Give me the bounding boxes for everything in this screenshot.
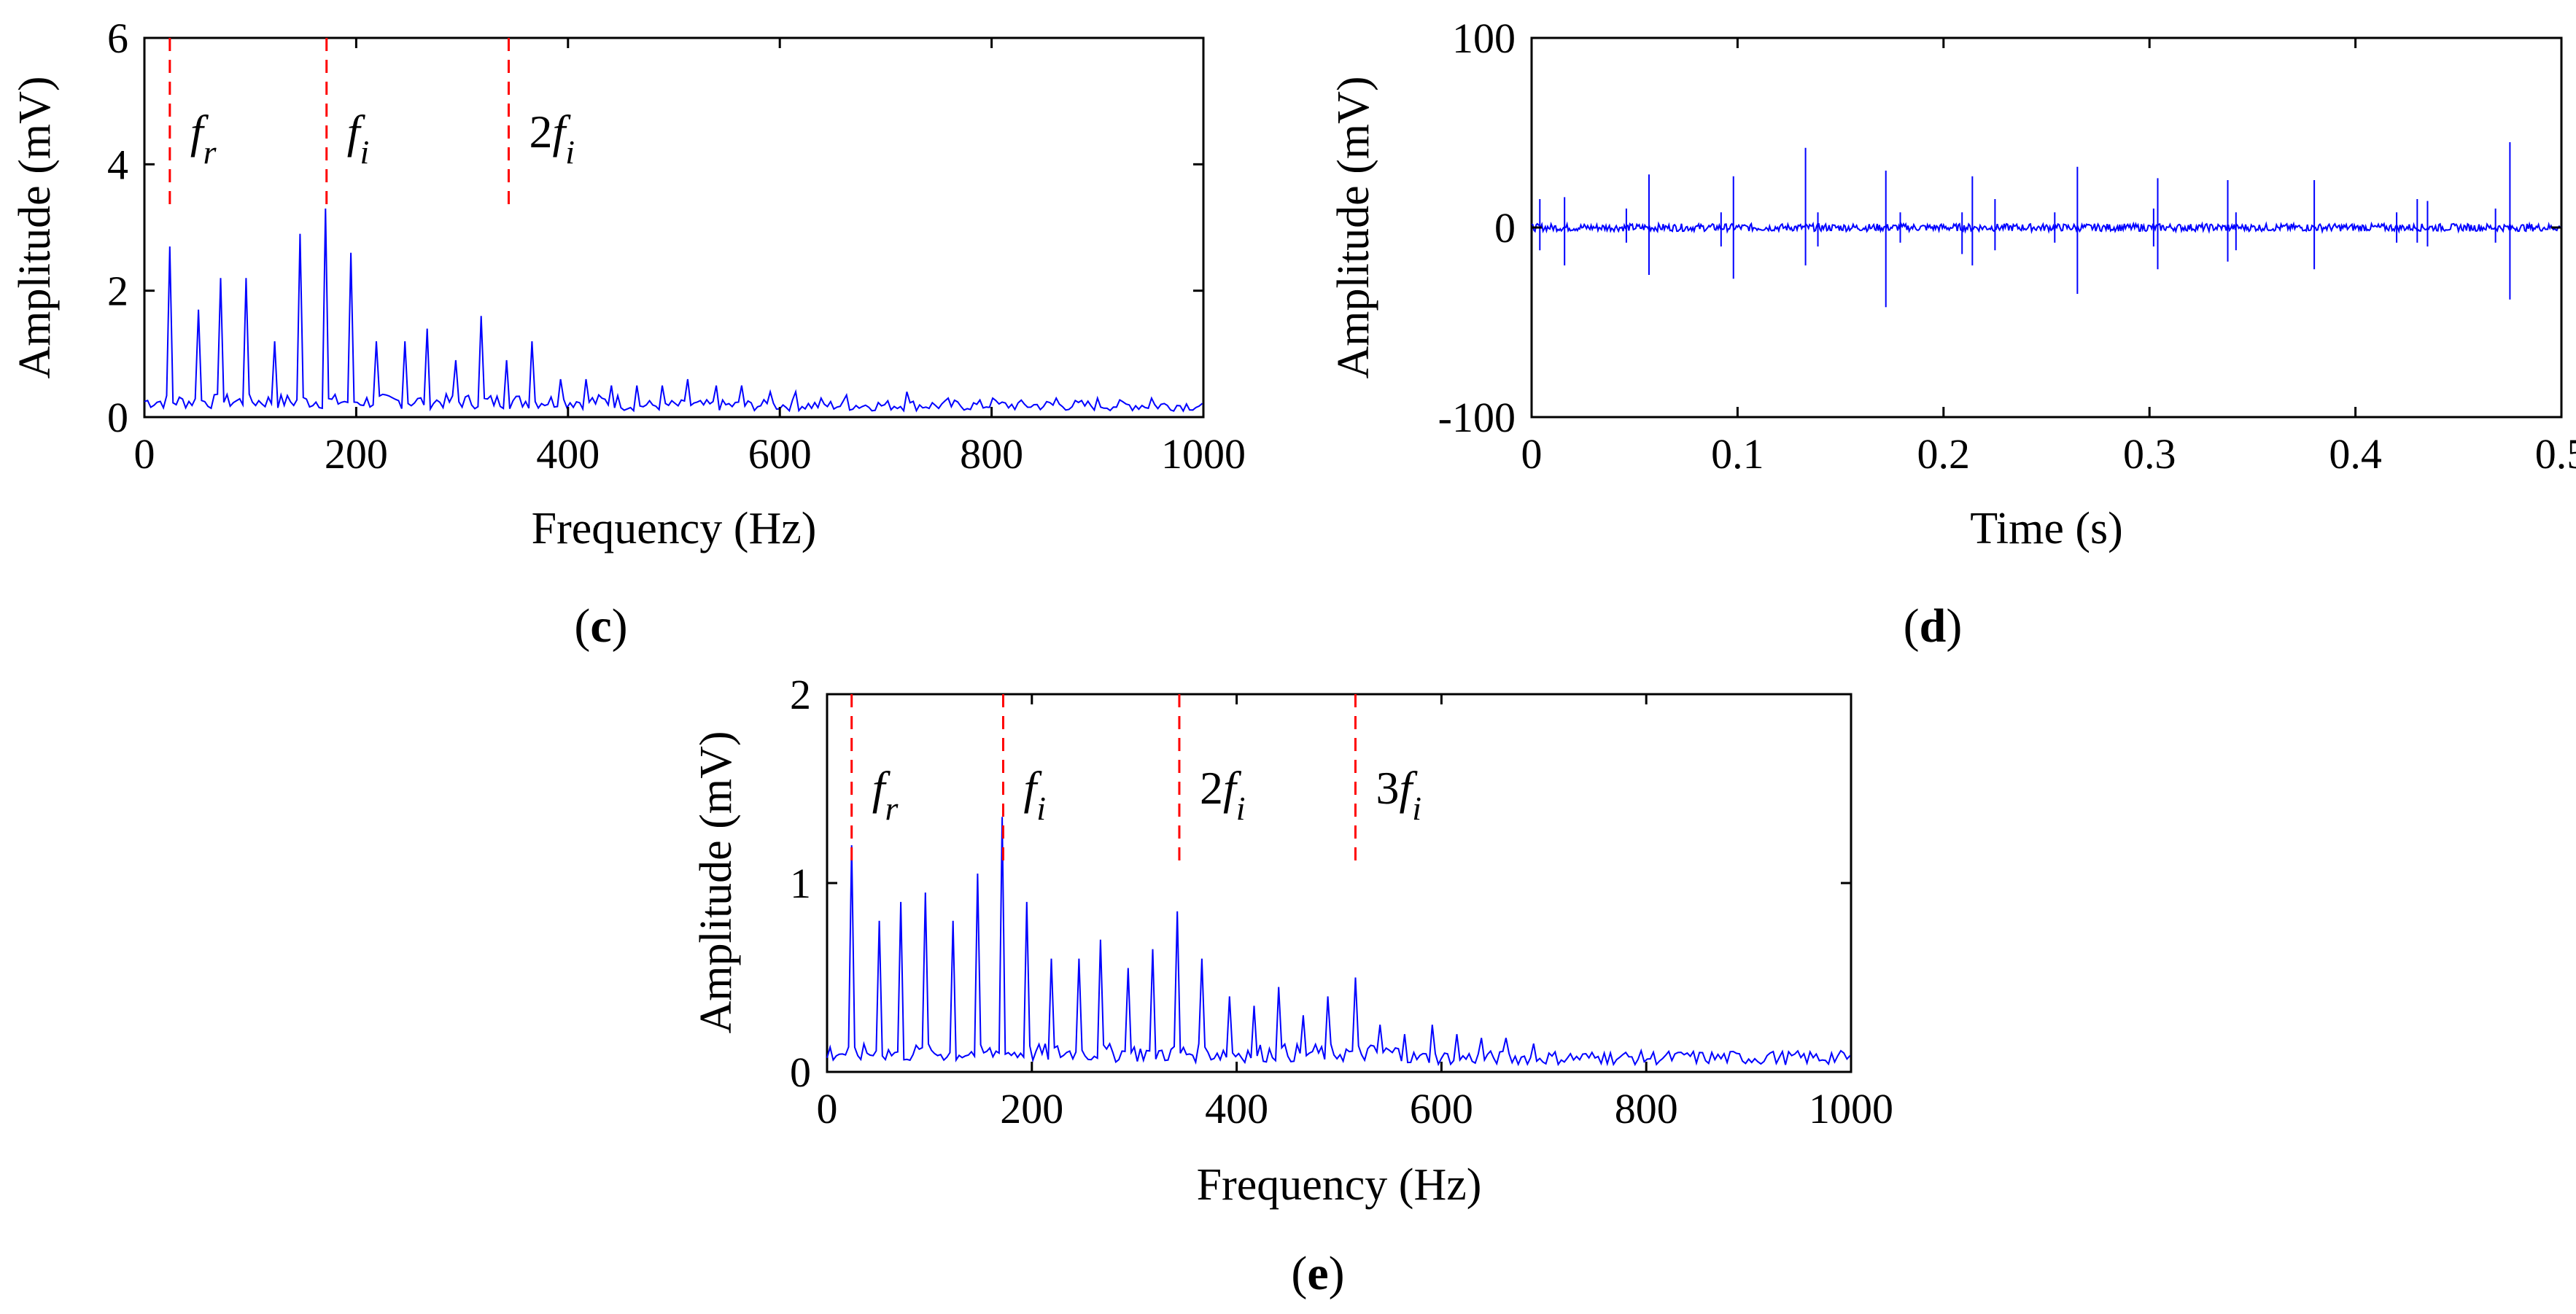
panel-label-d: (d) [1904, 599, 1963, 653]
marker-label-prefix: 2 [529, 106, 552, 158]
x-axis-label: Frequency (Hz) [1197, 1160, 1482, 1210]
x-tick-label: 0 [134, 430, 155, 478]
y-tick-label: -100 [1438, 394, 1516, 441]
y-tick-label: 4 [107, 141, 128, 188]
marker-label: fr [190, 106, 217, 171]
marker-label: fi [347, 106, 370, 171]
marker-label: 2fi [529, 106, 575, 171]
marker-lines: fr fi 2fi [168, 38, 575, 209]
panel-e: fr fi 2fi 3fi 0 200 400 600 800 1000 0 1 2 Frequen… [691, 671, 1893, 1300]
x-tick-label: 800 [960, 430, 1023, 478]
x-ticks: 0 200 400 600 800 1000 [134, 38, 1246, 478]
x-tick-label: 0.4 [2329, 430, 2382, 478]
impulse-lines [1539, 142, 2511, 308]
y-tick-label: 1 [790, 860, 811, 907]
marker-label-prefix: 2 [1200, 762, 1223, 814]
x-tick-label: 600 [748, 430, 812, 478]
y-tick-label: 0 [790, 1049, 811, 1096]
y-axis-label: Amplitude (mV) [10, 77, 60, 379]
y-tick-label: 2 [790, 671, 811, 718]
marker-label: fi [1023, 762, 1046, 827]
x-tick-label: 0.1 [1711, 430, 1764, 478]
x-tick-label: 0.3 [2123, 430, 2176, 478]
marker-label: 3fi [1376, 762, 1421, 827]
y-tick-label: 0 [1494, 204, 1516, 252]
marker-label-prefix: 3 [1376, 762, 1399, 814]
y-tick-label: 100 [1452, 15, 1516, 62]
x-tick-label: 200 [325, 430, 388, 478]
x-ticks: 0 200 400 600 800 1000 [817, 694, 1893, 1132]
x-tick-label: 400 [536, 430, 600, 478]
marker-label-sub: i [1236, 790, 1246, 827]
x-tick-label: 200 [1000, 1085, 1063, 1132]
panel-label-c: (c) [574, 599, 627, 653]
y-ticks: 0 1 2 [790, 671, 1851, 1096]
marker-label-sub: r [203, 133, 217, 171]
y-ticks: 0 2 4 6 [107, 15, 1203, 441]
x-tick-label: 800 [1615, 1085, 1678, 1132]
marker-label-sub: i [1412, 790, 1421, 827]
signal-line [1531, 221, 2562, 234]
spectrum-line [826, 817, 1851, 1067]
x-tick-label: 400 [1205, 1085, 1268, 1132]
x-tick-label: 600 [1410, 1085, 1473, 1132]
panel-label-e: (e) [1291, 1247, 1344, 1300]
y-axis-label: Amplitude (mV) [691, 731, 741, 1034]
x-ticks: 0 0.1 0.2 0.3 0.4 0.5 [1521, 38, 2576, 478]
x-tick-label: 0.2 [1917, 430, 1971, 478]
x-axis-label: Time (s) [1970, 504, 2123, 553]
x-tick-label: 0 [817, 1085, 838, 1132]
x-tick-label: 0.5 [2535, 430, 2576, 478]
axes-frame [143, 36, 1205, 419]
y-tick-label: 0 [107, 394, 128, 441]
y-tick-label: 2 [107, 268, 128, 315]
y-ticks: -100 0 100 [1438, 15, 2561, 441]
marker-label-sub: i [1036, 790, 1046, 827]
x-axis-label: Frequency (Hz) [532, 504, 817, 553]
marker-label-sub: r [885, 790, 899, 827]
marker-label: fr [872, 762, 899, 827]
x-tick-label: 0 [1521, 430, 1543, 478]
marker-label-sub: i [565, 133, 575, 171]
x-tick-label: 1000 [1809, 1085, 1893, 1132]
marker-label-sub: i [360, 133, 370, 171]
marker-lines: fr fi 2fi 3fi [850, 694, 1421, 865]
marker-label: 2fi [1200, 762, 1246, 827]
spectrum-line [144, 208, 1203, 413]
y-tick-label: 6 [107, 15, 128, 62]
panel-c: fr fi 2fi 0 200 400 600 800 1000 0 2 4 6 Frequency… [10, 15, 1246, 653]
y-axis-label: Amplitude (mV) [1329, 77, 1378, 379]
x-tick-label: 1000 [1161, 430, 1246, 478]
